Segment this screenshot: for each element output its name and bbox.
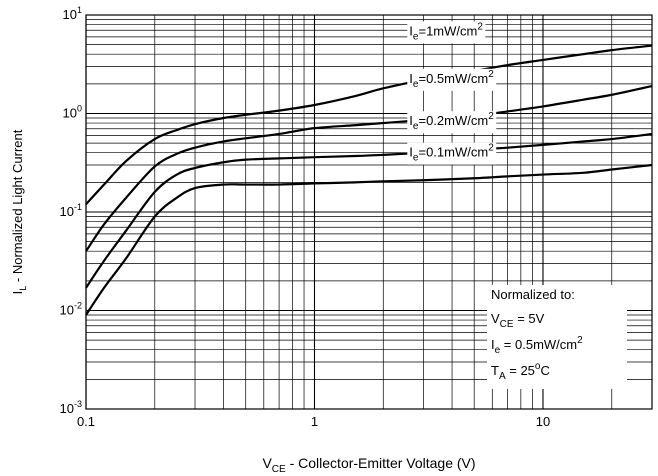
x-axis-label-main: V <box>262 455 272 471</box>
annotation-main: T <box>491 363 499 378</box>
y-axis-label-sub: L <box>18 286 28 291</box>
y-tick-label: 10-2 <box>60 301 82 318</box>
series-group <box>85 44 653 316</box>
series-label-rest: =0.1mW/cm <box>418 145 488 160</box>
x-axis-label: VCE - Collector-Emitter Voltage (V) <box>262 455 475 475</box>
annotation-rest: = 0.5mW/cm <box>500 337 577 352</box>
x-tick-label: 0.1 <box>77 414 95 429</box>
annotation-bg <box>487 285 627 389</box>
series-label-sup: 2 <box>488 111 494 122</box>
series-label-bg <box>407 142 497 165</box>
series-label-bg <box>407 111 497 134</box>
series-label-sub: e <box>413 31 419 42</box>
series-label-group: Ie=0.1mW/cm2 <box>407 142 497 165</box>
series-label-bg <box>407 21 486 44</box>
annotation-tail: C <box>540 363 549 378</box>
series-labels: Ie=1mW/cm2Ie=0.5mW/cm2Ie=0.2mW/cm2Ie=0.1… <box>407 21 497 165</box>
annotation-line: TA = 25oC <box>491 361 550 382</box>
y-tick-base: 10 <box>60 303 74 318</box>
x-tick-label: 1 <box>311 414 318 429</box>
series-label-main: I <box>409 145 413 160</box>
series-label-group: Ie=1mW/cm2 <box>407 21 486 44</box>
y-tick-base: 10 <box>60 401 74 416</box>
annotation-sup: o <box>535 361 541 372</box>
x-tick-label: 10 <box>536 414 550 429</box>
plot-frame <box>85 14 653 410</box>
y-tick-exp: 1 <box>77 5 82 15</box>
series-label-rest: =0.5mW/cm <box>418 71 488 86</box>
series-label: Ie=0.5mW/cm2 <box>409 69 494 90</box>
y-tick-exp: 0 <box>77 104 82 114</box>
y-tick-base: 10 <box>60 204 74 219</box>
annotation-sub: A <box>499 371 506 382</box>
series-label-sub: e <box>413 121 419 132</box>
y-tick-base: 10 <box>63 106 77 121</box>
annotation-sup: 2 <box>577 335 583 346</box>
series-label-sub: e <box>413 153 419 164</box>
x-axis-label-rest: - Collector-Emitter Voltage (V) <box>286 455 476 471</box>
series-label-sup: 2 <box>477 21 483 32</box>
series-line <box>85 132 653 289</box>
series-line <box>85 163 653 316</box>
y-tick-label: 101 <box>63 5 82 22</box>
annotation-heading: Normalized to: <box>491 287 575 302</box>
annotation-line: VCE = 5V <box>491 311 545 330</box>
annotation-main: I <box>491 337 495 352</box>
annotation-rest: = 5V <box>514 311 545 326</box>
series-label-sup: 2 <box>488 69 494 80</box>
series-label-rest: =0.2mW/cm <box>418 113 488 128</box>
annotation-main: V <box>491 311 500 326</box>
y-tick-exp: -3 <box>74 399 82 409</box>
x-axis-label-sub: CE <box>272 464 286 475</box>
series-label-main: I <box>409 71 413 86</box>
series-label-bg <box>407 68 497 91</box>
y-tick-base: 10 <box>63 7 77 22</box>
series-line <box>85 44 653 205</box>
y-tick-label: 100 <box>63 104 82 121</box>
series-label-group: Ie=0.2mW/cm2 <box>407 111 497 134</box>
y-tick-exp: -1 <box>74 202 82 212</box>
y-axis-label-rest: - Normalized Light Current <box>10 129 25 285</box>
annotation-rest: = 25 <box>506 363 535 378</box>
x-tick-labels: 0.1 1 10 <box>77 414 550 429</box>
y-axis-label: IL - Normalized Light Current <box>10 129 28 294</box>
series-label-main: I <box>409 23 413 38</box>
series-label: Ie=0.2mW/cm2 <box>409 111 494 132</box>
y-axis-label-main: I <box>10 291 25 295</box>
y-tick-exp: -2 <box>74 301 82 311</box>
annotation-sub: CE <box>500 319 514 330</box>
normalization-note: Normalized to: VCE = 5V Ie = 0.5mW/cm2 TA … <box>487 285 627 389</box>
y-tick-label: 10-1 <box>60 202 82 219</box>
annotation-sub: e <box>495 345 501 356</box>
series-line <box>85 84 653 252</box>
series-label: Ie=0.1mW/cm2 <box>409 143 494 164</box>
y-tick-label: 10-3 <box>60 399 82 416</box>
series-label-main: I <box>409 113 413 128</box>
series-label: Ie=1mW/cm2 <box>409 21 483 42</box>
series-label-sup: 2 <box>488 143 494 154</box>
annotation-line: Ie = 0.5mW/cm2 <box>491 335 583 356</box>
series-label-sub: e <box>413 79 419 90</box>
series-label-rest: =1mW/cm <box>418 23 477 38</box>
series-label-group: Ie=0.5mW/cm2 <box>407 68 497 91</box>
